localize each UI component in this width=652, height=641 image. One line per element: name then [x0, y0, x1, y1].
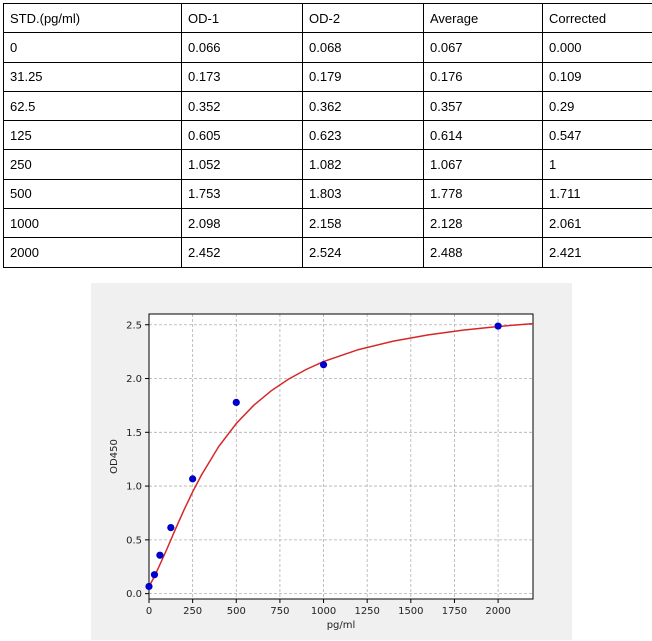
table-cell: 0.068	[302, 32, 424, 63]
table-cell: 2.158	[302, 208, 424, 239]
table-cell: 0.362	[302, 90, 424, 122]
data-point	[150, 571, 159, 579]
table-cell: 500	[3, 178, 182, 210]
table-cell: 0.179	[302, 61, 424, 92]
table-cell: 0.173	[181, 61, 303, 92]
data-point	[145, 582, 153, 591]
table-cell: 2.421	[542, 237, 652, 268]
table-cell: 2000	[3, 237, 182, 268]
fit-curve-line	[148, 322, 534, 587]
table-cell: 0.000	[542, 32, 652, 63]
data-point	[189, 475, 197, 483]
table-row: 2000 2.452 2.524 2.488 2.421	[3, 237, 652, 268]
header-cell: STD.(pg/ml)	[3, 2, 182, 34]
y-tick-label: 1.0	[126, 482, 142, 493]
x-tick-label: 1250	[354, 606, 379, 617]
table-cell: 1.803	[302, 178, 424, 210]
table-cell: 0.109	[542, 61, 652, 92]
table-header-row: STD.(pg/ml) OD-1 OD-2 Average Corrected	[3, 2, 652, 34]
data-point	[319, 361, 328, 369]
table-row: 1000 2.098 2.158 2.128 2.061	[3, 208, 652, 239]
table-cell: 0.176	[423, 61, 543, 92]
table-cell: 0.623	[302, 120, 424, 151]
standard-curve-panel: 0 250 500 750 1000 1250 1500 1750 2000 0.0 0.5 1.0 1…	[91, 283, 572, 640]
table-cell: 2.061	[542, 208, 652, 239]
table-cell: 2.098	[181, 208, 303, 239]
table-row: 62.5 0.352 0.362 0.357 0.29	[3, 90, 652, 122]
table-cell: 1.753	[181, 178, 303, 210]
y-tick-label: 1.5	[126, 428, 142, 439]
x-tick-label: 250	[183, 606, 202, 617]
table-row: 500 1.753 1.803 1.778 1.711	[3, 178, 652, 210]
table-cell: 0.357	[423, 90, 543, 122]
table-cell: 250	[3, 149, 182, 180]
table-row: 125 0.605 0.623 0.614 0.547	[3, 120, 652, 151]
table-cell: 1.711	[542, 178, 652, 210]
table-cell: 2.524	[302, 237, 424, 268]
x-tick-label: 0	[146, 606, 152, 617]
y-tick-label: 0.0	[126, 589, 142, 600]
plot-area	[149, 314, 533, 599]
table-row: 250 1.052 1.082 1.067 1	[3, 149, 652, 180]
table-cell: 1000	[3, 208, 182, 239]
data-point	[167, 523, 175, 532]
table-cell: 1.052	[181, 149, 303, 180]
table-cell: 1.067	[423, 149, 543, 180]
data-point	[232, 398, 240, 407]
y-tick-label: 2.0	[126, 374, 142, 385]
data-point	[494, 322, 502, 330]
x-tick-label: 1500	[398, 606, 423, 617]
x-tick-label: 2000	[485, 606, 510, 617]
table-cell: 0.605	[181, 120, 303, 151]
table-row: 31.25 0.173 0.179 0.176 0.109	[3, 61, 652, 92]
table-cell: 0.29	[542, 90, 652, 122]
table-cell: 1.082	[302, 149, 424, 180]
header-cell: Corrected	[542, 2, 652, 34]
table-cell: 1.778	[423, 178, 543, 210]
table-cell: 0.614	[423, 120, 543, 151]
table-cell: 125	[3, 120, 182, 151]
table-cell: 0.066	[181, 32, 303, 63]
x-tick-label: 500	[227, 606, 246, 617]
x-tick-label: 750	[270, 606, 289, 617]
table-cell: 2.452	[181, 237, 303, 268]
x-axis-label: pg/ml	[327, 620, 356, 631]
y-axis-label: OD450	[109, 439, 120, 474]
table-cell: 2.128	[423, 208, 543, 239]
y-tick-label: 0.5	[126, 535, 142, 546]
x-tick-label: 1000	[311, 606, 336, 617]
table-cell: 0.067	[423, 32, 543, 63]
table-cell: 0	[3, 32, 182, 63]
table-cell: 31.25	[3, 61, 182, 92]
x-tick-label: 1750	[442, 606, 467, 617]
table-cell: 0.547	[542, 120, 652, 151]
table-row: 0 0.066 0.068 0.067 0.000	[3, 32, 652, 63]
y-tick-label: 2.5	[126, 320, 142, 331]
table-cell: 2.488	[423, 237, 543, 268]
plot-frame	[148, 313, 534, 600]
table-cell: 0.352	[181, 90, 303, 122]
table-cell: 62.5	[3, 90, 182, 122]
header-cell: Average	[423, 2, 543, 34]
header-cell: OD-2	[302, 2, 424, 34]
standard-table: STD.(pg/ml) OD-1 OD-2 Average Corrected 0 0.06…	[3, 2, 652, 268]
data-point	[156, 551, 164, 559]
standard-curve-chart: 0 250 500 750 1000 1250 1500 1750 2000 0.0 0.5 1.0 1…	[109, 313, 534, 631]
table-cell: 1	[542, 149, 652, 180]
header-cell: OD-1	[181, 2, 303, 34]
